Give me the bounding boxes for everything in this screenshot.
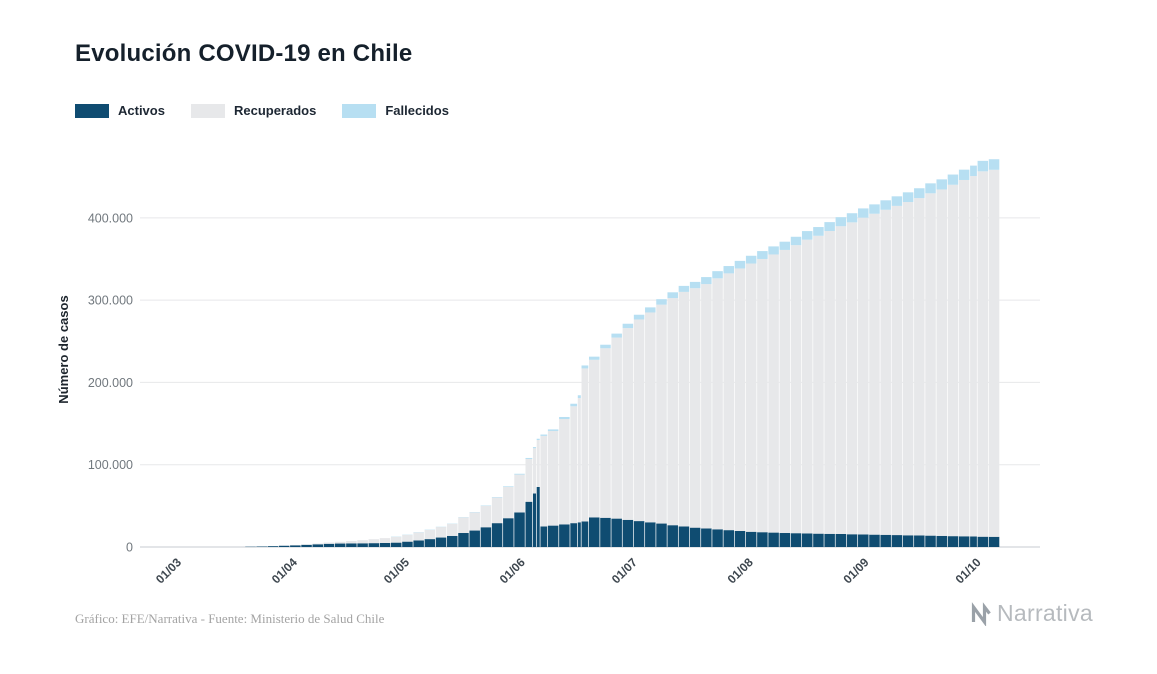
chart-legend: Activos Recuperados Fallecidos: [75, 103, 449, 118]
y-tick-label: 400.000: [88, 211, 133, 225]
legend-label-recuperados: Recuperados: [233, 103, 317, 118]
x-tick-label: 01/07: [609, 555, 640, 586]
y-tick-label: 0: [126, 541, 133, 555]
x-tick-label: 01/05: [381, 555, 412, 586]
legend-swatch-activos: [75, 103, 109, 118]
x-tick-label: 01/04: [269, 555, 300, 586]
x-tick-label: 01/06: [497, 555, 528, 586]
x-axis-labels: 01/03 01/04 01/05 01/06 01/07 01/08 01/09 01/10: [153, 555, 984, 586]
x-tick-label: 01/03: [153, 555, 184, 586]
y-tick-label: 100.000: [88, 458, 133, 472]
source-credit: Gráfico: EFE/Narrativa - Fuente: Ministe…: [75, 611, 385, 626]
page-title: Evolución COVID-19 en Chile: [75, 40, 413, 67]
legend-label-activos: Activos: [118, 103, 165, 118]
y-tick-label: 200.000: [88, 376, 133, 390]
stacked-bars: [245, 159, 1000, 548]
legend-item-recuperados: Recuperados: [190, 103, 317, 118]
legend-item-activos: Activos: [75, 103, 165, 118]
x-tick-label: 01/08: [725, 555, 756, 586]
legend-item-fallecidos: Fallecidos: [342, 103, 449, 118]
narrativa-logo-text: Narrativa: [996, 600, 1093, 626]
y-axis-title: Número de casos: [56, 295, 71, 403]
narrativa-logo: Narrativa: [969, 600, 1093, 627]
legend-swatch-recuperados: [190, 103, 225, 118]
x-tick-label: 01/10: [953, 555, 984, 586]
legend-label-fallecidos: Fallecidos: [385, 103, 449, 118]
legend-swatch-fallecidos: [342, 103, 377, 118]
narrativa-logo-icon: [971, 601, 991, 626]
y-tick-label: 300.000: [88, 294, 133, 308]
x-tick-label: 01/09: [840, 555, 871, 586]
